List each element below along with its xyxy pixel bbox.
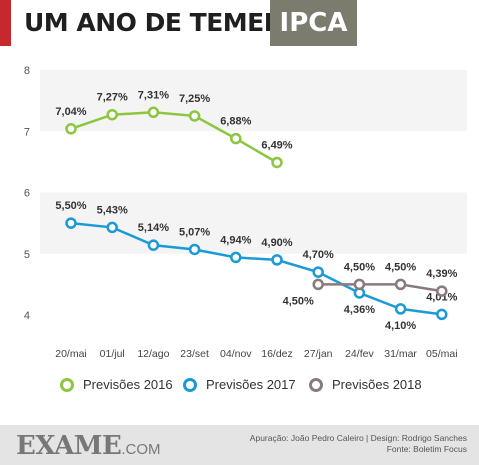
credits: Apuração: João Pedro Caleiro | Design: R…: [250, 433, 467, 455]
data-point: [147, 239, 160, 251]
data-point: [312, 266, 324, 278]
series-line-2: [70, 221, 442, 316]
data-point: [312, 278, 324, 291]
data-label: 7,25%: [179, 93, 210, 105]
grid-band-1: [40, 192, 467, 254]
data-point: [65, 123, 77, 135]
legend-marker-icon: [183, 377, 197, 392]
x-tick-label: 24/fev: [345, 348, 374, 360]
credit-line-authors: Apuração: João Pedro Caleiro | Design: R…: [249, 433, 467, 443]
data-label: 5,43%: [97, 204, 128, 216]
legend-item-1: Previsões 2016: [60, 377, 173, 392]
x-tick-label: 16/dez: [261, 348, 293, 360]
data-point: [230, 132, 242, 145]
x-tick-label: 01/jul: [100, 348, 125, 360]
y-tick-label: 8: [24, 65, 30, 77]
x-tick-label: 04/nov: [220, 348, 252, 360]
data-label: 4,39%: [426, 268, 457, 280]
data-label: 7,31%: [138, 89, 169, 101]
data-label: 4,50%: [344, 261, 375, 273]
legend-item-2: Previsões 2017: [183, 377, 296, 392]
x-tick-label: 31/mar: [384, 348, 417, 360]
data-point: [436, 285, 448, 297]
data-point: [106, 108, 118, 121]
legend-label: Previsões 2018: [332, 377, 422, 392]
data-point: [271, 156, 283, 169]
series-line-1: [70, 111, 278, 164]
data-label: 4,10%: [385, 320, 416, 332]
data-label: 4,36%: [344, 304, 375, 316]
data-point: [271, 254, 283, 266]
data-label: 6,49%: [261, 139, 292, 151]
y-tick-label: 6: [24, 188, 30, 200]
y-tick-label: 4: [24, 310, 30, 322]
ipca-badge: IPCA: [270, 0, 357, 46]
series-line-3: [318, 283, 443, 293]
exame-logo: EXAME.COM: [16, 431, 161, 461]
page-title: UM ANO DE TEMER: [24, 8, 283, 37]
data-label: 4,70%: [303, 249, 334, 261]
x-tick-label: 23/set: [180, 348, 209, 360]
data-label: 5,07%: [179, 226, 210, 238]
credit-line-source: Fonte: Boletim Focus: [386, 444, 467, 454]
data-label: 4,50%: [283, 295, 314, 307]
ipca-line-chart: 4 5 6 7 8 20/mai 01/jul 12/ago 23/set 04/nov 16/de…: [24, 65, 467, 360]
legend-item-3: Previsões 2018: [309, 377, 422, 392]
x-tick-label: 20/mai: [55, 348, 87, 360]
grid-band-0: [40, 70, 467, 132]
y-tick-label: 5: [24, 249, 30, 261]
footer-bar: EXAME.COM Apuração: João Pedro Caleiro |…: [0, 425, 479, 465]
data-point: [230, 251, 242, 264]
y-tick-label: 7: [24, 126, 30, 138]
data-point: [65, 217, 77, 229]
data-label: 4,94%: [220, 234, 251, 246]
data-label: 5,14%: [138, 222, 169, 234]
data-point: [436, 308, 448, 321]
data-point: [394, 278, 407, 291]
legend-label: Previsões 2016: [83, 377, 173, 392]
data-label: 6,88%: [220, 116, 251, 128]
header-accent-bar: [0, 0, 11, 46]
legend-marker-icon: [309, 377, 323, 392]
x-tick-label: 27/jan: [304, 348, 333, 360]
data-label: 7,04%: [55, 106, 86, 118]
legend-label: Previsões 2017: [206, 377, 296, 392]
x-tick-label: 12/ago: [137, 348, 169, 360]
data-point: [188, 243, 201, 256]
data-point: [106, 221, 118, 234]
legend-marker-icon: [60, 377, 74, 392]
data-label: 5,50%: [55, 200, 86, 212]
data-point: [188, 110, 201, 122]
data-label: 4,90%: [261, 237, 292, 249]
data-label: 4,50%: [385, 261, 416, 273]
data-point: [147, 106, 160, 119]
data-point: [394, 303, 407, 315]
data-label: 7,27%: [97, 92, 128, 104]
data-label: 4,01%: [426, 291, 457, 303]
x-tick-label: 05/mai: [426, 348, 458, 360]
data-point: [353, 278, 366, 291]
